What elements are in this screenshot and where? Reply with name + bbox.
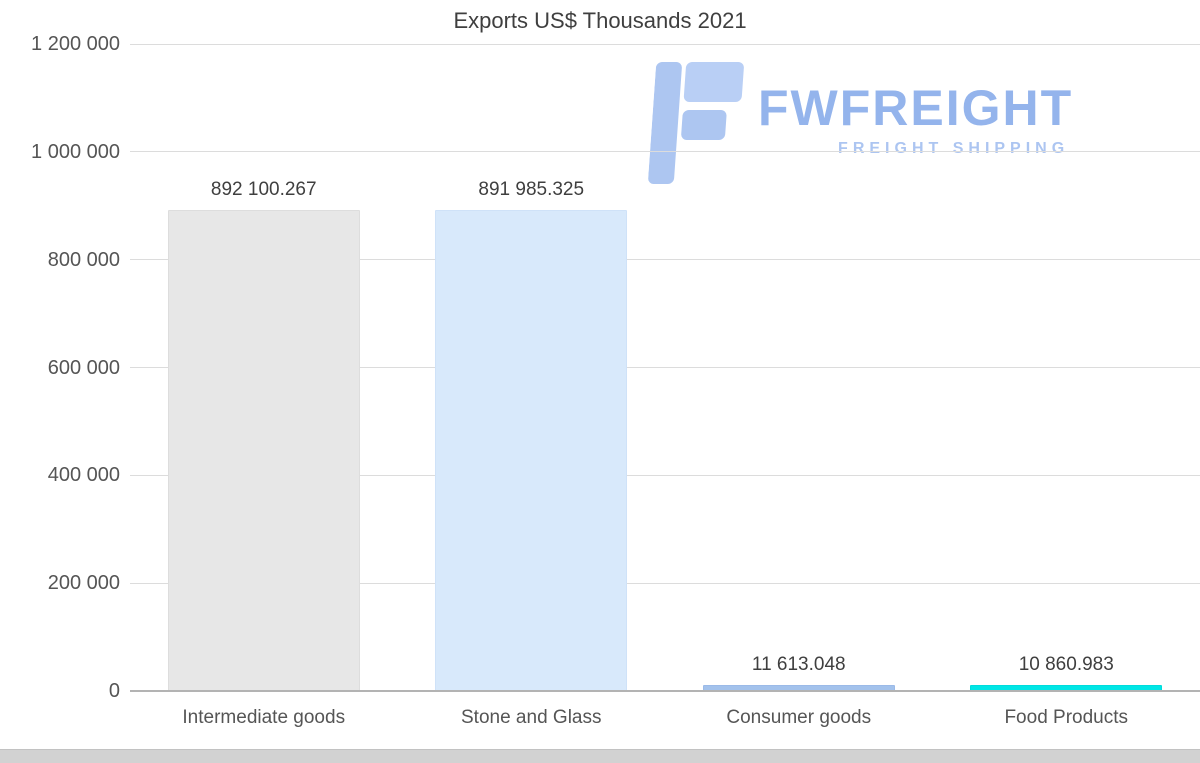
y-axis-tick-label: 1 200 000: [31, 33, 120, 55]
gridline: [130, 582, 1200, 584]
y-axis-tick-label: 1 000 000: [31, 140, 120, 163]
horizontal-scrollbar[interactable]: [0, 749, 1200, 763]
bar-value-label: 892 100.267: [210, 179, 317, 200]
bar-intermediate-goods: [167, 210, 360, 691]
bar-value-label: 11 613.048: [751, 653, 846, 675]
gridline: [130, 43, 1200, 45]
fwfreight-wordmark: FWFREIGHT: [758, 80, 1074, 136]
x-axis-category-label: Consumer goods: [726, 707, 872, 728]
freight-shipping-tagline: FREIGHT SHIPPING: [838, 140, 1070, 157]
y-axis-tick-label: 800 000: [47, 248, 120, 271]
brand-logo: FWFREIGHT FREIGHT SHIPPING: [648, 62, 1073, 184]
y-axis-tick-label: 400 000: [47, 464, 120, 487]
bar-value-label: 10 860.983: [1018, 654, 1114, 676]
y-axis-tick-label: 600 000: [47, 356, 120, 379]
gridline: [130, 474, 1200, 476]
chart-title: Exports US$ Thousands 2021: [453, 8, 747, 33]
x-axis-category-label: Stone and Glass: [461, 707, 602, 728]
y-axis-tick-label: 0: [108, 680, 120, 702]
x-axis-line: [130, 690, 1200, 692]
logo-text-block: FWFREIGHT FREIGHT SHIPPING: [758, 62, 1073, 158]
gridline: [130, 259, 1200, 261]
y-axis-tick-label: 200 000: [47, 572, 120, 595]
bar-stone-and-glass: [435, 210, 628, 691]
bar-value-label: 891 985.325: [478, 179, 585, 201]
fwfreight-logo-icon: [648, 62, 744, 184]
gridline: [130, 151, 1200, 153]
x-axis-category-label: Intermediate goods: [182, 707, 346, 728]
gridline: [130, 367, 1200, 368]
x-axis-category-label: Food Products: [1004, 707, 1129, 728]
